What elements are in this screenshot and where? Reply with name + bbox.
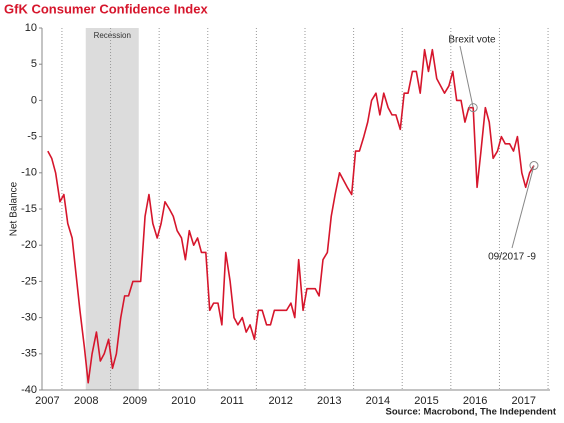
y-tick-label: -15 bbox=[21, 203, 37, 215]
recession-band bbox=[85, 28, 139, 390]
recession-label: Recession bbox=[94, 31, 131, 40]
annotation-leader bbox=[511, 165, 535, 249]
y-tick-label: -40 bbox=[21, 384, 37, 396]
annotation: Brexit vote bbox=[448, 35, 496, 46]
y-tick-label: -20 bbox=[21, 239, 37, 251]
y-axis-label: Net Balance bbox=[9, 181, 20, 236]
x-tick-label: 2016 bbox=[463, 395, 487, 407]
x-tick-label: 2007 bbox=[35, 395, 59, 407]
y-tick-label: 5 bbox=[31, 58, 37, 70]
x-tick-label: 2015 bbox=[414, 395, 438, 407]
x-tick-label: 2012 bbox=[268, 395, 292, 407]
y-tick-label: -35 bbox=[21, 348, 37, 360]
annotation-leader bbox=[459, 45, 474, 108]
y-tick-label: 0 bbox=[31, 94, 37, 106]
x-tick-label: 2009 bbox=[123, 395, 147, 407]
annotation: 09/2017 -9 bbox=[488, 252, 536, 263]
x-tick-label: 2011 bbox=[220, 395, 244, 407]
y-tick-label: 10 bbox=[25, 22, 37, 34]
source: Source: Macrobond, The Independent bbox=[386, 407, 557, 418]
y-tick-label: -10 bbox=[21, 167, 37, 179]
x-tick-label: 2010 bbox=[171, 395, 195, 407]
chart-title: GfK Consumer Confidence Index bbox=[4, 1, 208, 16]
y-tick-label: -30 bbox=[21, 312, 37, 324]
annotation-marker bbox=[529, 161, 539, 171]
x-tick-label: 2017 bbox=[512, 395, 536, 407]
annotation-marker bbox=[468, 103, 478, 113]
x-tick-label: 2014 bbox=[366, 395, 390, 407]
x-tick-label: 2008 bbox=[74, 395, 98, 407]
y-tick-label: -25 bbox=[21, 275, 37, 287]
y-tick-label: -5 bbox=[27, 131, 37, 143]
line-series bbox=[47, 48, 535, 384]
x-tick-label: 2013 bbox=[317, 395, 341, 407]
